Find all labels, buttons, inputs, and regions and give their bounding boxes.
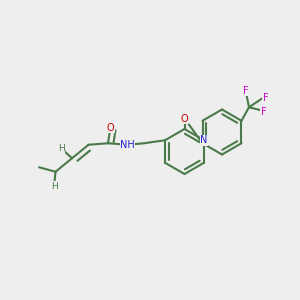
Text: F: F (263, 93, 268, 103)
Text: NH: NH (120, 140, 135, 150)
Text: O: O (106, 123, 114, 133)
Text: N: N (200, 135, 208, 145)
Text: F: F (261, 107, 266, 117)
Text: H: H (58, 144, 65, 153)
Text: O: O (181, 113, 188, 124)
Text: F: F (243, 86, 249, 96)
Text: H: H (51, 182, 57, 191)
